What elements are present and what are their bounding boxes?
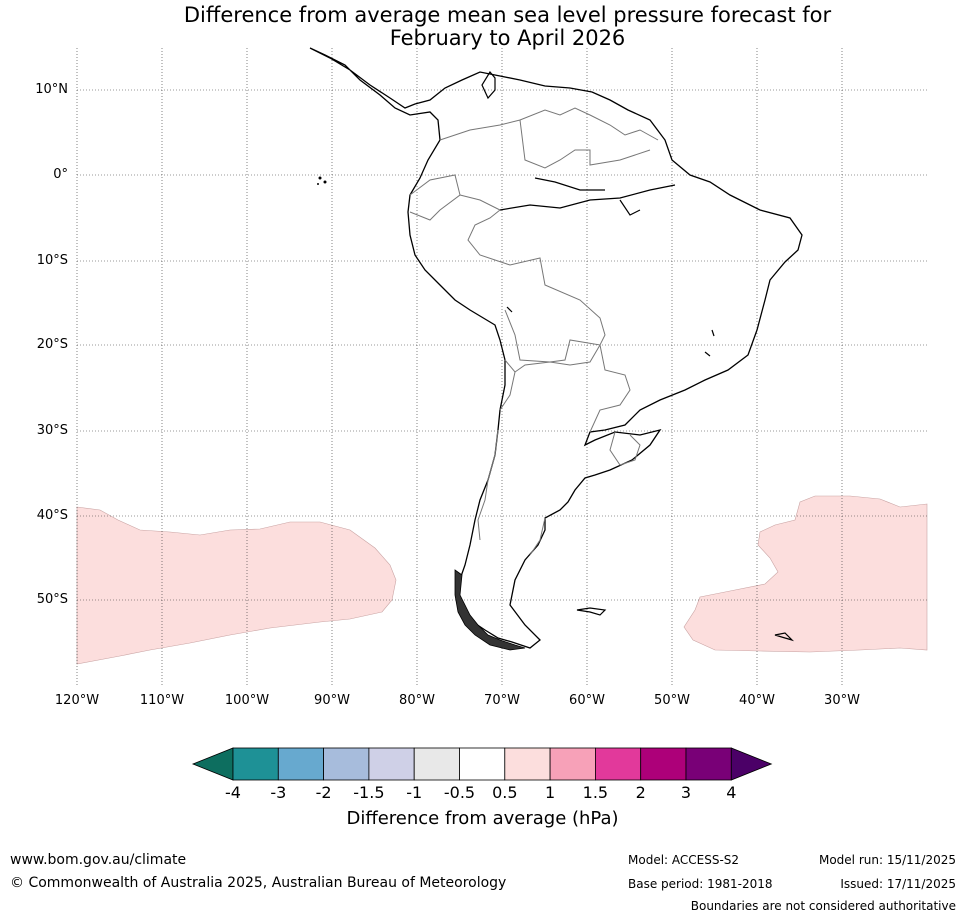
- model-text: Model: ACCESS-S2: [628, 853, 740, 867]
- colorbar-swatch: [504, 747, 551, 781]
- colorbar-tick-label: -1.5: [353, 783, 385, 802]
- colorbar-tick-label: 1.5: [582, 783, 609, 802]
- lon-label-70w: 70°W: [484, 693, 520, 708]
- map-title: Difference from average mean sea level p…: [150, 4, 865, 50]
- lat-label-20s: 20°S: [36, 337, 68, 352]
- country-borders: [409, 107, 659, 556]
- colorbar-tick-label: -3: [270, 783, 287, 802]
- colorbar-tick-label: -1: [406, 783, 423, 802]
- lat-label-30s: 30°S: [36, 423, 68, 438]
- disclaimer-text: Boundaries are not considered authoritat…: [690, 899, 956, 913]
- colorbar-tick-label: 0.5: [492, 783, 518, 802]
- lon-label-80w: 80°W: [399, 693, 435, 708]
- lon-label-40w: 40°W: [739, 693, 775, 708]
- colorbar-extend-low: [191, 747, 234, 781]
- lat-label-0: 0°: [53, 167, 68, 182]
- colorbar: [191, 747, 773, 781]
- colorbar-swatch: [413, 747, 460, 781]
- colorbar-swatch: [549, 747, 596, 781]
- lat-label-10s: 10°S: [36, 253, 68, 268]
- model-run-text: Model run: 15/11/2025: [818, 853, 956, 867]
- colorbar-swatch: [277, 747, 325, 781]
- south-atlantic-region: [683, 495, 928, 653]
- lon-label-120w: 120°W: [54, 693, 100, 708]
- lon-label-60w: 60°W: [569, 693, 605, 708]
- title-line-1: Difference from average mean sea level p…: [183, 3, 832, 27]
- colorbar-tick-label: 4: [726, 783, 737, 802]
- title-line-2: February to April 2026: [389, 26, 626, 50]
- colorbar-swatch: [685, 747, 732, 781]
- colorbar-swatch: [459, 747, 506, 781]
- water-features: [481, 70, 795, 642]
- colorbar-swatch: [368, 747, 415, 781]
- lat-label-10n: 10°N: [35, 82, 68, 97]
- lon-label-100w: 100°W: [224, 693, 270, 708]
- lon-label-90w: 90°W: [314, 693, 350, 708]
- lat-label-40s: 40°S: [36, 508, 68, 523]
- colorbar-tick-label: -0.5: [443, 783, 476, 802]
- colorbar-tick-label: -4: [225, 783, 241, 802]
- colorbar-swatch: [594, 747, 642, 781]
- galapagos-islands: [317, 176, 327, 185]
- colorbar-tick-label: 2: [635, 783, 646, 802]
- colorbar-extend-high: [730, 747, 773, 781]
- lat-label-50s: 50°S: [36, 592, 68, 607]
- lon-label-50w: 50°W: [654, 693, 690, 708]
- copyright-text: © Commonwealth of Australia 2025, Austra…: [10, 875, 507, 891]
- issued-text: Issued: 17/11/2025: [840, 877, 956, 891]
- map-canvas: [76, 47, 928, 685]
- colorbar-tick-label: -2: [315, 783, 332, 802]
- patagonian-islands: [454, 569, 526, 651]
- south-america-coastline: [309, 47, 803, 649]
- south-pacific-region: [76, 506, 397, 665]
- lon-label-30w: 30°W: [824, 693, 860, 708]
- website-link[interactable]: www.bom.gov.au/climate: [10, 852, 187, 868]
- colorbar-swatch: [323, 747, 370, 781]
- colorbar-label: Difference from average (hPa): [346, 808, 619, 829]
- base-period-text: Base period: 1981-2018: [628, 877, 773, 891]
- colorbar-swatch: [232, 747, 279, 781]
- lon-label-110w: 110°W: [139, 693, 185, 708]
- colorbar-tick-label: 1: [545, 783, 556, 802]
- colorbar-tick-label: 3: [680, 783, 692, 802]
- colorbar-swatch: [640, 747, 687, 781]
